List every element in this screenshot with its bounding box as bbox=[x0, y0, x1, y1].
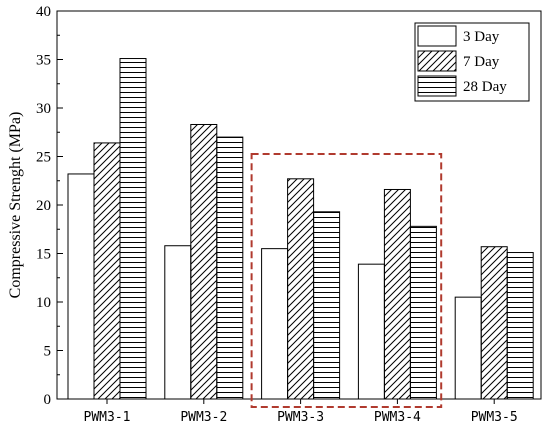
bar-pwm3-4-28-day bbox=[409, 225, 437, 400]
bar-pwm3-4-3-day bbox=[357, 263, 385, 400]
bar-pwm3-5-3-day bbox=[454, 296, 482, 400]
bars-group bbox=[67, 58, 534, 400]
bar-pwm3-5-7-day bbox=[480, 246, 508, 400]
x-tick-label: PWM3-3 bbox=[277, 410, 324, 425]
x-tick-label: PWM3-1 bbox=[84, 410, 131, 425]
y-tick-label: 0 bbox=[44, 392, 52, 408]
y-tick-label: 20 bbox=[36, 198, 51, 214]
bar-pwm3-1-28-day bbox=[119, 58, 147, 400]
highlight-box bbox=[250, 153, 443, 408]
x-axis: PWM3-1 PWM3-2 PWM3-3 PWM3-4 PWM3-5 bbox=[84, 399, 518, 425]
bar-pwm3-3-3-day bbox=[261, 248, 289, 400]
y-axis-title: Compressive Strenght (MPa) bbox=[7, 112, 24, 299]
x-tick-label: PWM3-5 bbox=[471, 410, 518, 425]
y-tick-label: 35 bbox=[36, 53, 51, 69]
bar-pwm3-5-28-day bbox=[506, 252, 534, 400]
bar-pwm3-2-3-day bbox=[164, 245, 192, 400]
legend-swatch-7-day bbox=[417, 50, 457, 72]
bar-pwm3-3-28-day bbox=[313, 211, 341, 400]
y-axis: 0 5 10 15 20 25 30 35 40 bbox=[36, 4, 63, 408]
x-tick-label: PWM3-2 bbox=[180, 410, 227, 425]
bar-pwm3-2-7-day bbox=[190, 123, 218, 400]
bar-pwm3-1-3-day bbox=[67, 173, 95, 400]
legend-label: 3 Day bbox=[463, 29, 500, 45]
legend-swatch-28-day bbox=[417, 75, 457, 97]
y-tick-label: 25 bbox=[36, 150, 51, 166]
y-tick-label: 15 bbox=[36, 247, 51, 263]
bar-pwm3-4-7-day bbox=[383, 188, 411, 400]
bar-pwm3-1-7-day bbox=[93, 142, 121, 400]
legend: 3 Day 7 Day 28 Day bbox=[414, 22, 530, 102]
y-tick-label: 10 bbox=[36, 295, 51, 311]
legend-label: 7 Day bbox=[463, 54, 500, 70]
y-tick-label: 40 bbox=[36, 4, 51, 20]
legend-label: 28 Day bbox=[463, 79, 507, 95]
legend-swatch-3-day bbox=[417, 25, 457, 47]
y-tick-label: 30 bbox=[36, 101, 51, 117]
y-tick-label: 5 bbox=[44, 344, 52, 360]
x-tick-label: PWM3-4 bbox=[374, 410, 421, 425]
bar-pwm3-2-28-day bbox=[216, 136, 244, 400]
bar-pwm3-3-7-day bbox=[287, 178, 315, 400]
